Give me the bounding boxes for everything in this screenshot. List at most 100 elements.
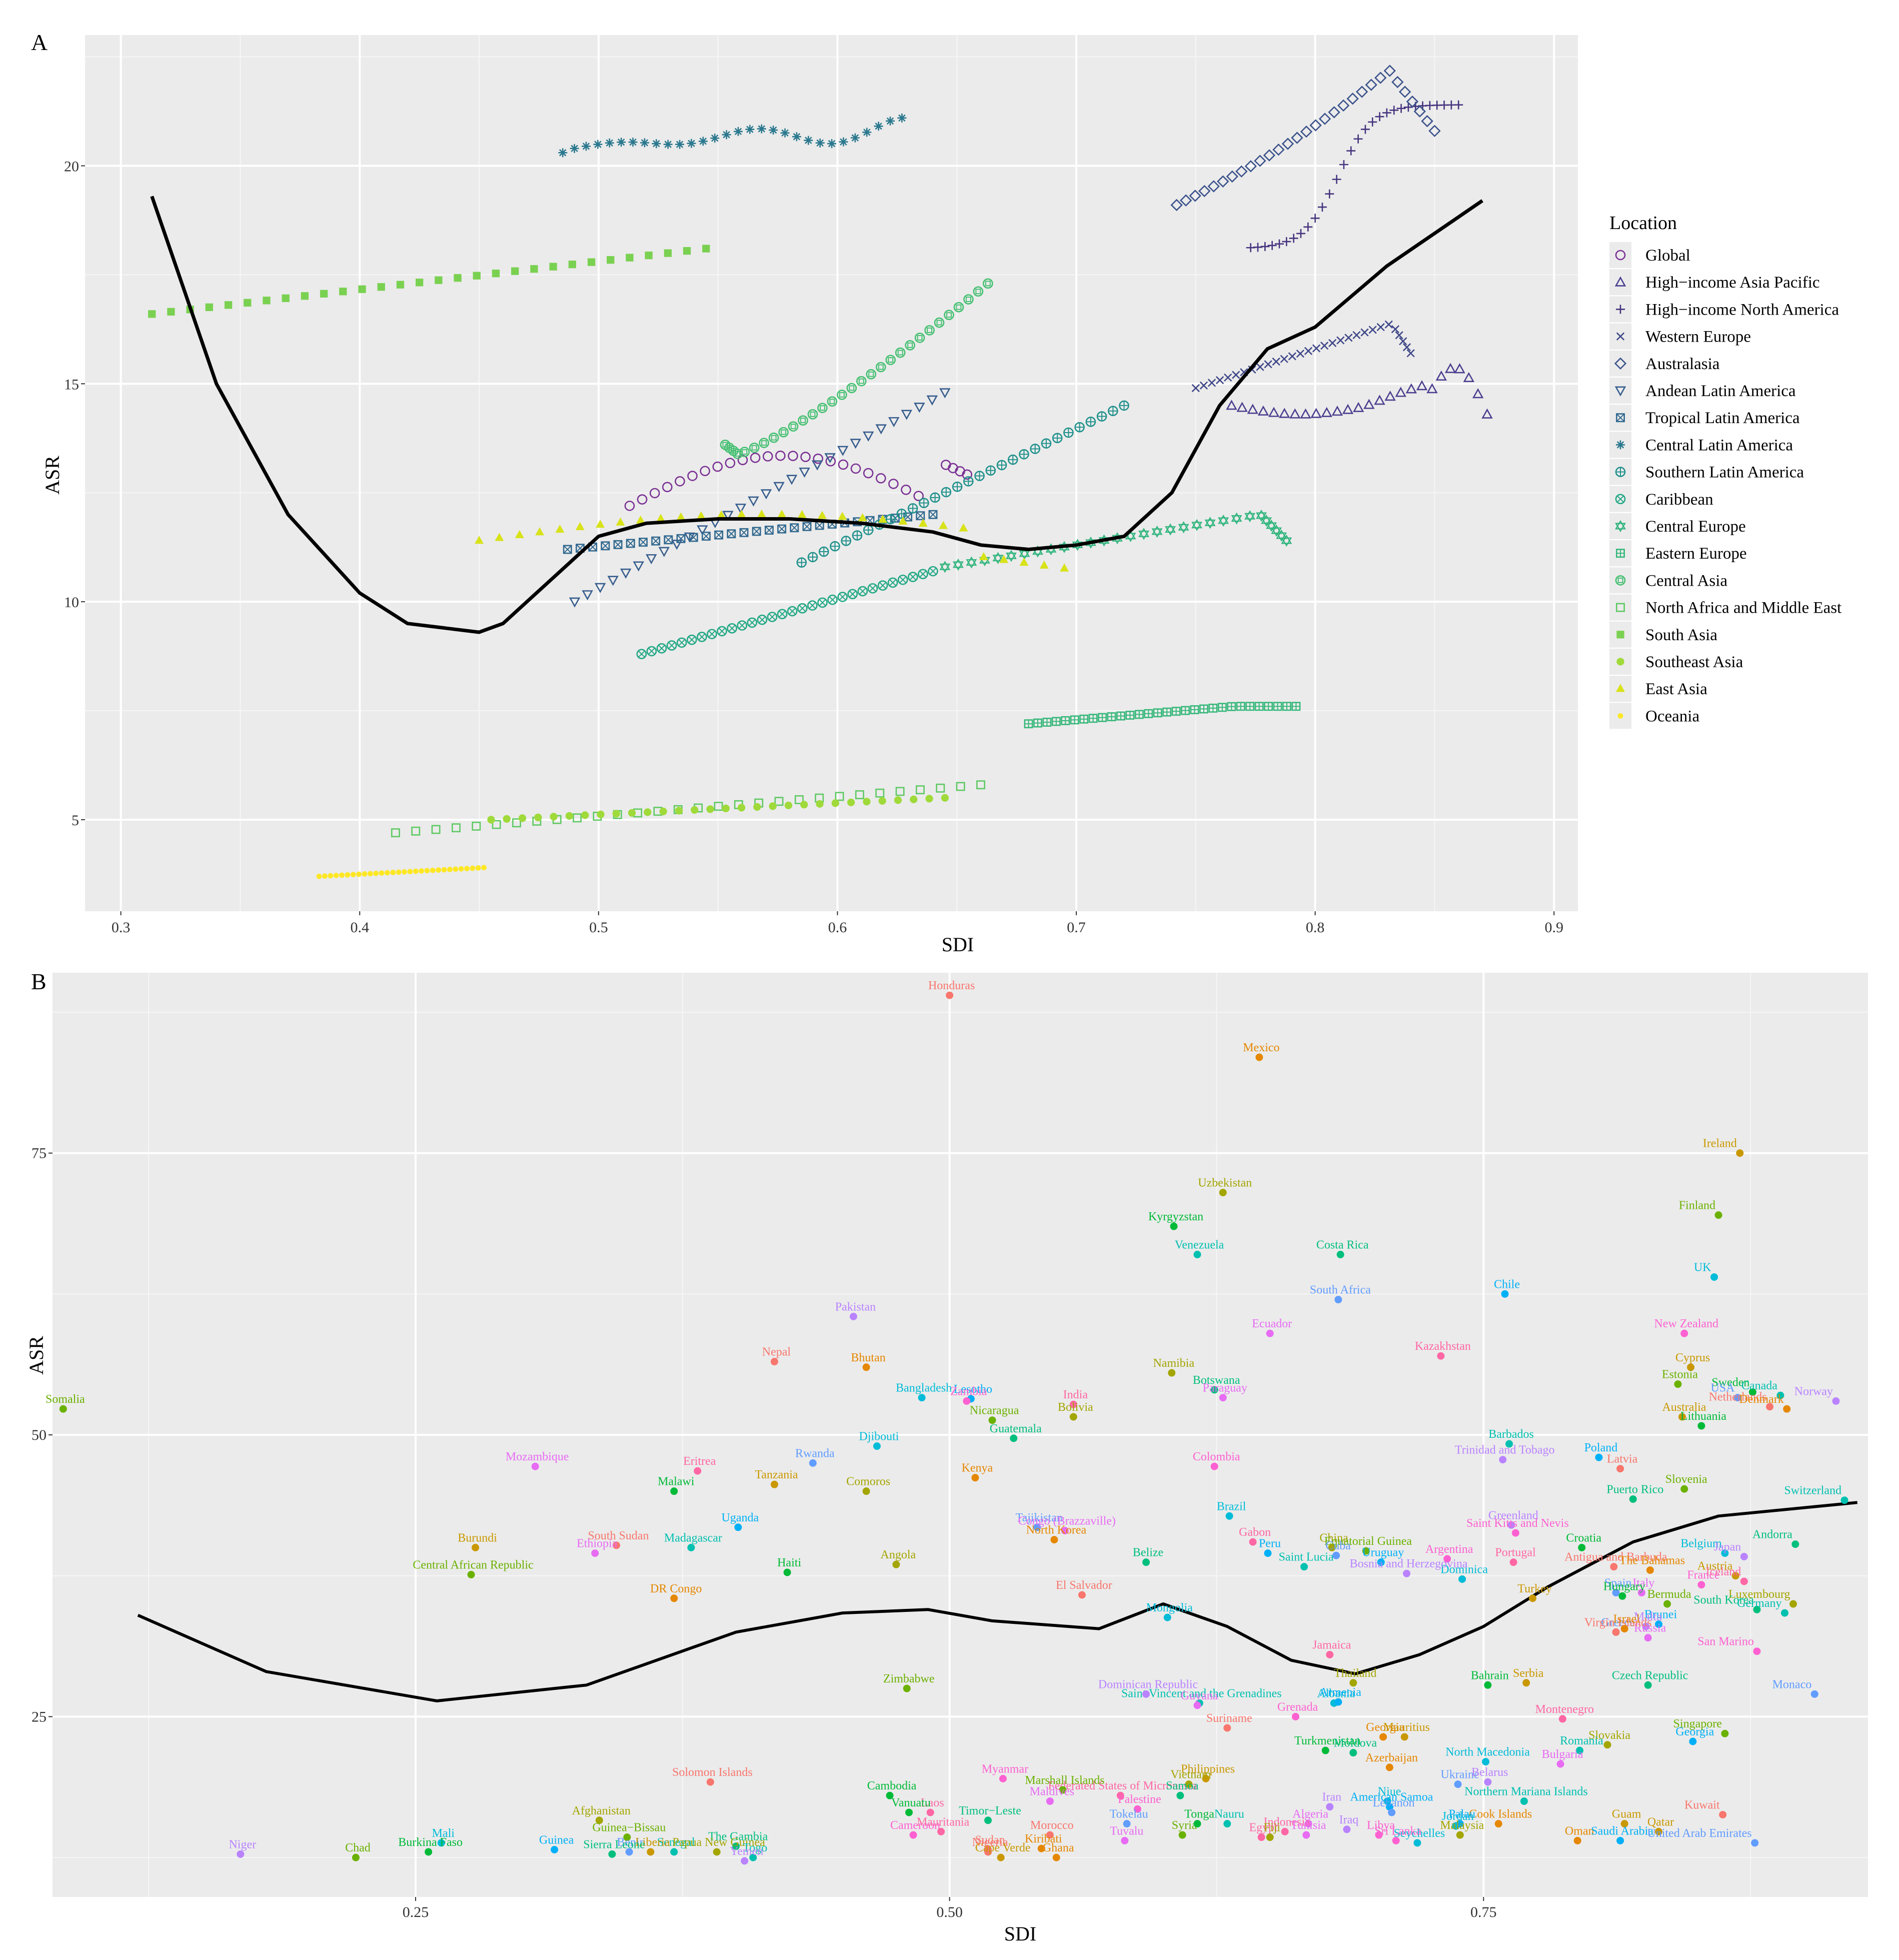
country-point (1037, 1844, 1045, 1852)
country-point (551, 1845, 559, 1853)
country-point (1753, 1647, 1761, 1655)
country-somalia: Somalia (46, 1393, 85, 1413)
country-point (1059, 1786, 1067, 1794)
marker-triangle-fill (959, 523, 968, 532)
marker-square-open (451, 823, 461, 833)
marker-circle (649, 488, 660, 499)
country-label: Morocco (1030, 1819, 1074, 1832)
panel-a-trend-line (150, 196, 1483, 634)
country-point (1751, 1839, 1759, 1847)
marker-circle-square (963, 294, 974, 305)
legend-item-oceania: Oceania (1609, 703, 1699, 729)
marker-triangle-fill (717, 510, 726, 519)
country-point (1748, 1388, 1756, 1396)
country-maldives: Maldives (1030, 1785, 1074, 1805)
marker-triangle (1321, 407, 1332, 417)
series-high-income-north-america (1246, 100, 1463, 253)
country-label: Tonga (1184, 1808, 1214, 1821)
country-label: Namibia (1153, 1357, 1194, 1370)
country-australia: Australia (1662, 1401, 1706, 1421)
country-label: Uganda (722, 1511, 759, 1524)
country-label: Australia (1662, 1401, 1706, 1414)
panel-b-x-tick-label: 0.75 (1470, 1904, 1497, 1920)
country-point (1680, 1329, 1688, 1337)
country-serbia: Serbia (1513, 1667, 1544, 1687)
country-point (1780, 1609, 1788, 1617)
marker-circle-x (867, 583, 878, 594)
marker-triangle-down (773, 482, 785, 492)
country-label: Montenegro (1535, 1703, 1594, 1716)
country-kiribati: Kiribati (1025, 1832, 1062, 1852)
marker-circle (888, 479, 899, 489)
country-vietnam: Vietnam (1170, 1768, 1211, 1788)
marker-hexstar (1266, 519, 1277, 532)
country-point (903, 1684, 911, 1692)
legend-label: High−income North America (1645, 301, 1839, 319)
country-fiji: Fiji (1264, 1821, 1280, 1841)
marker-square-plus (1116, 711, 1125, 721)
marker-triangle (1405, 383, 1417, 394)
marker-x (1320, 342, 1329, 350)
country-label: Brazil (1217, 1500, 1246, 1513)
marker-triangle-fill (737, 510, 746, 518)
marker-square-open (411, 826, 421, 836)
marker-circle (875, 473, 886, 484)
country-label: El Salvador (1056, 1579, 1112, 1592)
country-barbados: Barbados (1488, 1428, 1534, 1448)
country-point (1610, 1563, 1618, 1571)
country-iran: Iran (1322, 1791, 1341, 1811)
country-point (1689, 1737, 1697, 1745)
legend-item-central-asia: Central Asia (1609, 567, 1727, 594)
marker-circle-x (697, 632, 707, 642)
country-point (770, 1480, 778, 1488)
marker-dot (597, 810, 605, 819)
marker-square-plus (1208, 703, 1218, 713)
country-togo: Togo (743, 1841, 767, 1861)
country-point (1163, 1613, 1171, 1621)
marker-dot (691, 806, 699, 814)
country-point (1484, 1681, 1492, 1689)
marker-asterisk (780, 128, 790, 138)
marker-dot (644, 808, 652, 816)
marker-square-plus (1181, 706, 1190, 715)
country-saint-lucia: Saint Lucia (1279, 1551, 1334, 1571)
country-point (1509, 1558, 1517, 1566)
marker-asterisk (628, 138, 638, 147)
country-label: Venezuela (1175, 1238, 1224, 1251)
marker-triangle-down (914, 403, 925, 413)
marker-diamond (1198, 185, 1211, 198)
marker-small-dot (441, 867, 447, 873)
country-point (1343, 1825, 1351, 1833)
panel-b-marks: Honduras Mexico Ireland Uzbekistan Finland Ky… (46, 979, 1857, 1865)
series-australasia (1170, 65, 1441, 212)
panel-a-letter: A (31, 30, 48, 55)
marker-triangle-down (1614, 386, 1626, 397)
legend-label: South Asia (1645, 626, 1717, 644)
marker-hexstar (1218, 514, 1229, 527)
country-point (1663, 1600, 1671, 1608)
marker-circle-x (797, 603, 808, 614)
marker-circle-plus (1119, 400, 1129, 411)
country-label: Brunei (1644, 1608, 1677, 1621)
country-label: Canada (1741, 1379, 1777, 1392)
country-brunei: Brunei (1644, 1608, 1677, 1628)
country-label: Georgia (1675, 1725, 1714, 1738)
country-point (472, 1543, 480, 1551)
country-label: Germany (1737, 1597, 1781, 1610)
country-label: Niger (229, 1838, 256, 1851)
marker-hexstar (1005, 550, 1017, 562)
country-point (1529, 1594, 1537, 1602)
country-germany: Germany (1737, 1597, 1788, 1617)
country-label: Laos (921, 1796, 944, 1809)
marker-x (1616, 332, 1625, 341)
marker-triangle-fill (878, 515, 888, 523)
country-point (1674, 1380, 1682, 1388)
country-point (687, 1543, 695, 1551)
marker-triangle-fill (999, 555, 1009, 563)
country-point (1336, 1250, 1344, 1258)
country-rwanda: Rwanda (795, 1447, 835, 1467)
marker-square-plus (1291, 702, 1301, 711)
country-label: Cambodia (867, 1779, 917, 1792)
marker-triangle-down (594, 583, 606, 593)
marker-square-plus (1061, 716, 1070, 725)
